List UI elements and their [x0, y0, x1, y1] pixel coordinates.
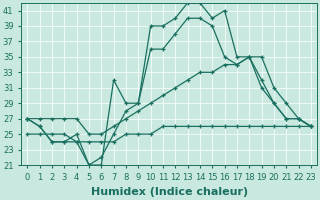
X-axis label: Humidex (Indice chaleur): Humidex (Indice chaleur): [91, 187, 248, 197]
